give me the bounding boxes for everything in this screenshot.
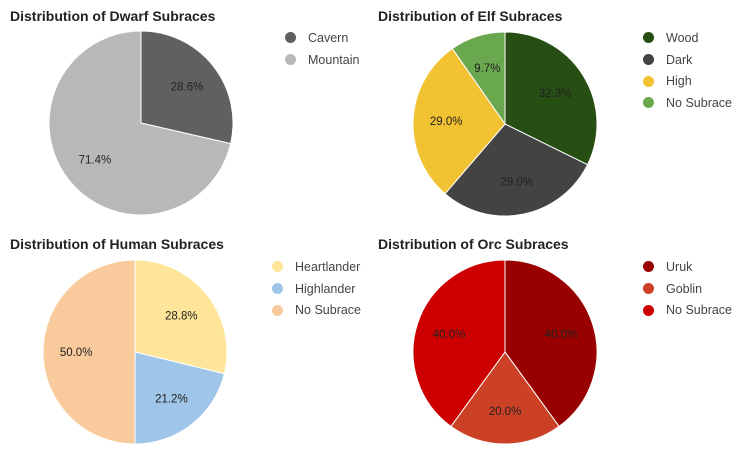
pie-slice-wood [504, 31, 598, 166]
legend-swatch [643, 54, 654, 66]
pie-chart: 28.6% 71.4% [48, 30, 234, 216]
legend-swatch [643, 75, 654, 87]
legend-item: No Subrace [272, 299, 361, 321]
legend-item: Goblin [643, 278, 732, 300]
pie-slice-dark [444, 123, 589, 217]
legend-label: No Subrace [666, 303, 733, 318]
slice-label: 71.4% [79, 155, 112, 167]
chart-title: Distribution of Dwarf Subraces [10, 8, 216, 24]
chart-panel-dwarf: Distribution of Dwarf Subraces 28.6% 71.4… [0, 0, 368, 227]
chart-title: Distribution of Orc Subraces [378, 236, 569, 252]
legend-label: Mountain [308, 52, 360, 67]
slice-label: 40.0% [545, 329, 578, 341]
legend-label: Heartlander [295, 259, 361, 274]
slice-label: 9.7% [474, 63, 500, 75]
legend-label: Dark [666, 52, 693, 67]
legend-swatch [643, 304, 654, 316]
slice-label: 21.2% [155, 393, 188, 405]
legend-swatch [643, 97, 654, 109]
chart-title: Distribution of Human Subraces [10, 236, 224, 252]
pie-slice-cavern [140, 30, 234, 145]
legend-item: No Subrace [643, 92, 732, 114]
chart-panel-human: Distribution of Human Subraces 28.8% 21.2… [0, 228, 368, 455]
legend: Uruk Goblin No Subrace [643, 256, 732, 321]
legend-item: Wood [643, 27, 732, 49]
legend-item: Highlander [272, 278, 361, 300]
legend-label: High [666, 74, 692, 89]
pie-slice-mountain [48, 30, 232, 216]
slice-label: 20.0% [489, 406, 522, 418]
pie-chart: 32.3% 29.0% 29.0% 9.7% [412, 31, 598, 217]
legend-label: Goblin [666, 281, 703, 296]
legend-swatch [285, 32, 296, 44]
pie-slice-highlander [134, 351, 225, 445]
legend-label: No Subrace [666, 95, 733, 110]
pie-slice-no-subrace [451, 31, 506, 126]
slice-label: 40.0% [433, 329, 466, 341]
legend-swatch [643, 32, 654, 44]
legend-item: Heartlander [272, 256, 361, 278]
pie-slice-no-subrace [412, 259, 506, 428]
legend-label: Highlander [295, 281, 356, 296]
legend-label: No Subrace [295, 303, 362, 318]
legend: Cavern Mountain [285, 27, 359, 70]
chart-title: Distribution of Elf Subraces [378, 8, 563, 24]
legend-item: Mountain [285, 49, 359, 71]
legend-item: Cavern [285, 27, 359, 49]
chart-panel-elf: Distribution of Elf Subraces 32.3% 29.0% 2… [368, 0, 736, 227]
slice-label: 29.0% [430, 116, 463, 128]
legend: Heartlander Highlander No Subrace [272, 256, 361, 321]
pie-slice-heartlander [134, 259, 228, 375]
pie-slice-no-subrace [42, 259, 136, 445]
slice-label: 28.8% [165, 311, 198, 323]
legend-item: Dark [643, 49, 732, 71]
pie-slice-high [412, 47, 506, 195]
legend-label: Cavern [308, 30, 349, 45]
legend-swatch [272, 283, 283, 295]
legend-swatch [272, 261, 283, 273]
legend-swatch [643, 261, 654, 273]
slice-label: 29.0% [500, 177, 533, 189]
legend-item: High [643, 70, 732, 92]
legend-swatch [285, 54, 296, 66]
legend-label: Wood [666, 30, 699, 45]
slice-label: 50.0% [60, 347, 93, 359]
pie-slice-goblin [450, 351, 560, 445]
legend-swatch [272, 304, 283, 316]
slice-label: 28.6% [171, 81, 204, 93]
legend-label: Uruk [666, 259, 693, 274]
pie-slice-uruk [504, 259, 598, 428]
legend-swatch [643, 283, 654, 295]
legend-item: No Subrace [643, 299, 732, 321]
pie-chart: 28.8% 21.2% 50.0% [42, 259, 228, 445]
chart-panel-orc: Distribution of Orc Subraces 40.0% 20.0% 4… [368, 228, 736, 455]
legend-item: Uruk [643, 256, 732, 278]
legend: Wood Dark High No Subrace [643, 27, 732, 114]
slice-label: 32.3% [539, 88, 572, 100]
pie-chart: 40.0% 20.0% 40.0% [412, 259, 598, 445]
